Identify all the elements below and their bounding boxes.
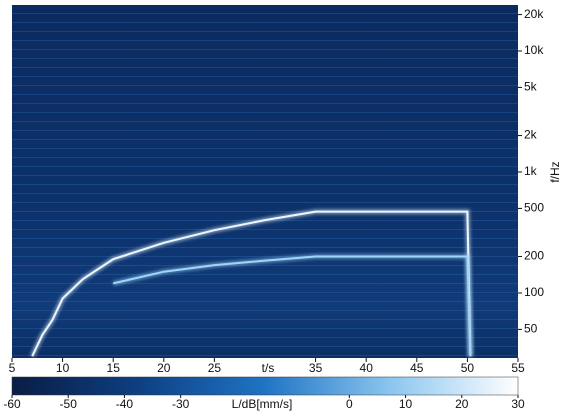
x-tick-label: 50 bbox=[461, 361, 475, 375]
x-tick-label: 20 bbox=[157, 361, 171, 375]
x-tick-label: 5 bbox=[9, 361, 16, 375]
colorbar-tick-label: -30 bbox=[172, 397, 190, 411]
y-tick-label: 2k bbox=[524, 128, 538, 142]
colorbar-tick-label: 20 bbox=[455, 397, 469, 411]
colorbar-tick-label: 0 bbox=[346, 397, 353, 411]
colorbar-tick-label: -60 bbox=[3, 397, 21, 411]
colorbar-tick-label: -40 bbox=[116, 397, 134, 411]
x-axis-label: t/s bbox=[262, 361, 275, 375]
y-tick-label: 50 bbox=[524, 322, 538, 336]
y-tick-label: 100 bbox=[524, 285, 544, 299]
x-tick-label: 10 bbox=[56, 361, 70, 375]
colorbar-tick-label: 30 bbox=[511, 397, 525, 411]
x-tick-label: 45 bbox=[410, 361, 424, 375]
y-tick-label: 5k bbox=[524, 80, 538, 94]
x-tick-label: 35 bbox=[309, 361, 323, 375]
y-tick-label: 20k bbox=[524, 7, 544, 21]
x-tick-label: 25 bbox=[208, 361, 222, 375]
x-tick-label: 55 bbox=[511, 361, 525, 375]
y-tick-label: 10k bbox=[524, 43, 544, 57]
texture bbox=[12, 5, 518, 358]
x-tick-label: 15 bbox=[107, 361, 121, 375]
y-tick-label: 200 bbox=[524, 249, 544, 263]
line bbox=[112, 255, 472, 357]
colorbar-tick-label: 10 bbox=[399, 397, 413, 411]
colorbar bbox=[11, 376, 519, 396]
y-tick-label: 500 bbox=[524, 201, 544, 215]
x-tick-label: 40 bbox=[360, 361, 374, 375]
y-axis-label: f/Hz bbox=[548, 161, 562, 182]
colorbar-tick-label: -50 bbox=[60, 397, 78, 411]
colorbar-label: L/dB[mm/s] bbox=[232, 397, 293, 411]
y-tick-label: 1k bbox=[524, 164, 538, 178]
line bbox=[31, 210, 472, 357]
